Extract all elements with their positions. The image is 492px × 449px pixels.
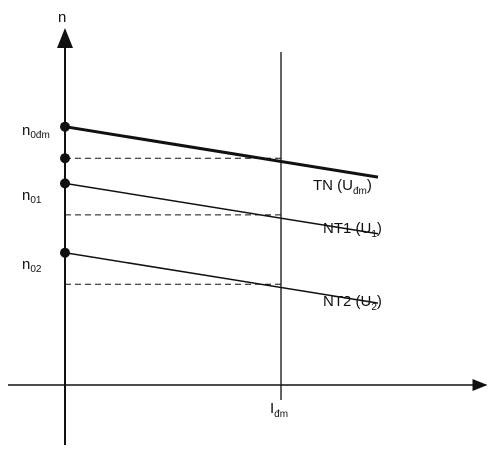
series-nt1-line <box>64 182 379 235</box>
series-nt1-label: NT1 (U1) <box>323 220 382 240</box>
y-tick-label-n01: n01 <box>22 187 42 206</box>
y-axis-label: n <box>58 9 66 26</box>
series-tn-label: TN (Uđm) <box>313 177 372 197</box>
series-tn-line <box>64 125 379 179</box>
y-tick-label-n0dm: n0đm <box>22 122 50 141</box>
series-nt2-label: NT2 (U2) <box>323 293 382 313</box>
series-tn-level-point <box>60 153 70 164</box>
series-nt2-line <box>64 251 379 304</box>
series-nt1: NT1 (U1) <box>60 178 382 240</box>
y-tick-label-n02: n02 <box>22 256 42 275</box>
x-marker-label: Iđm <box>270 400 288 420</box>
series-nt2-start-point <box>60 247 70 258</box>
series-tn: TN (Uđm) <box>60 121 379 197</box>
series-nt1-start-point <box>60 178 70 189</box>
series-nt2: NT2 (U2) <box>60 247 382 313</box>
series-tn-start-point <box>60 121 70 132</box>
